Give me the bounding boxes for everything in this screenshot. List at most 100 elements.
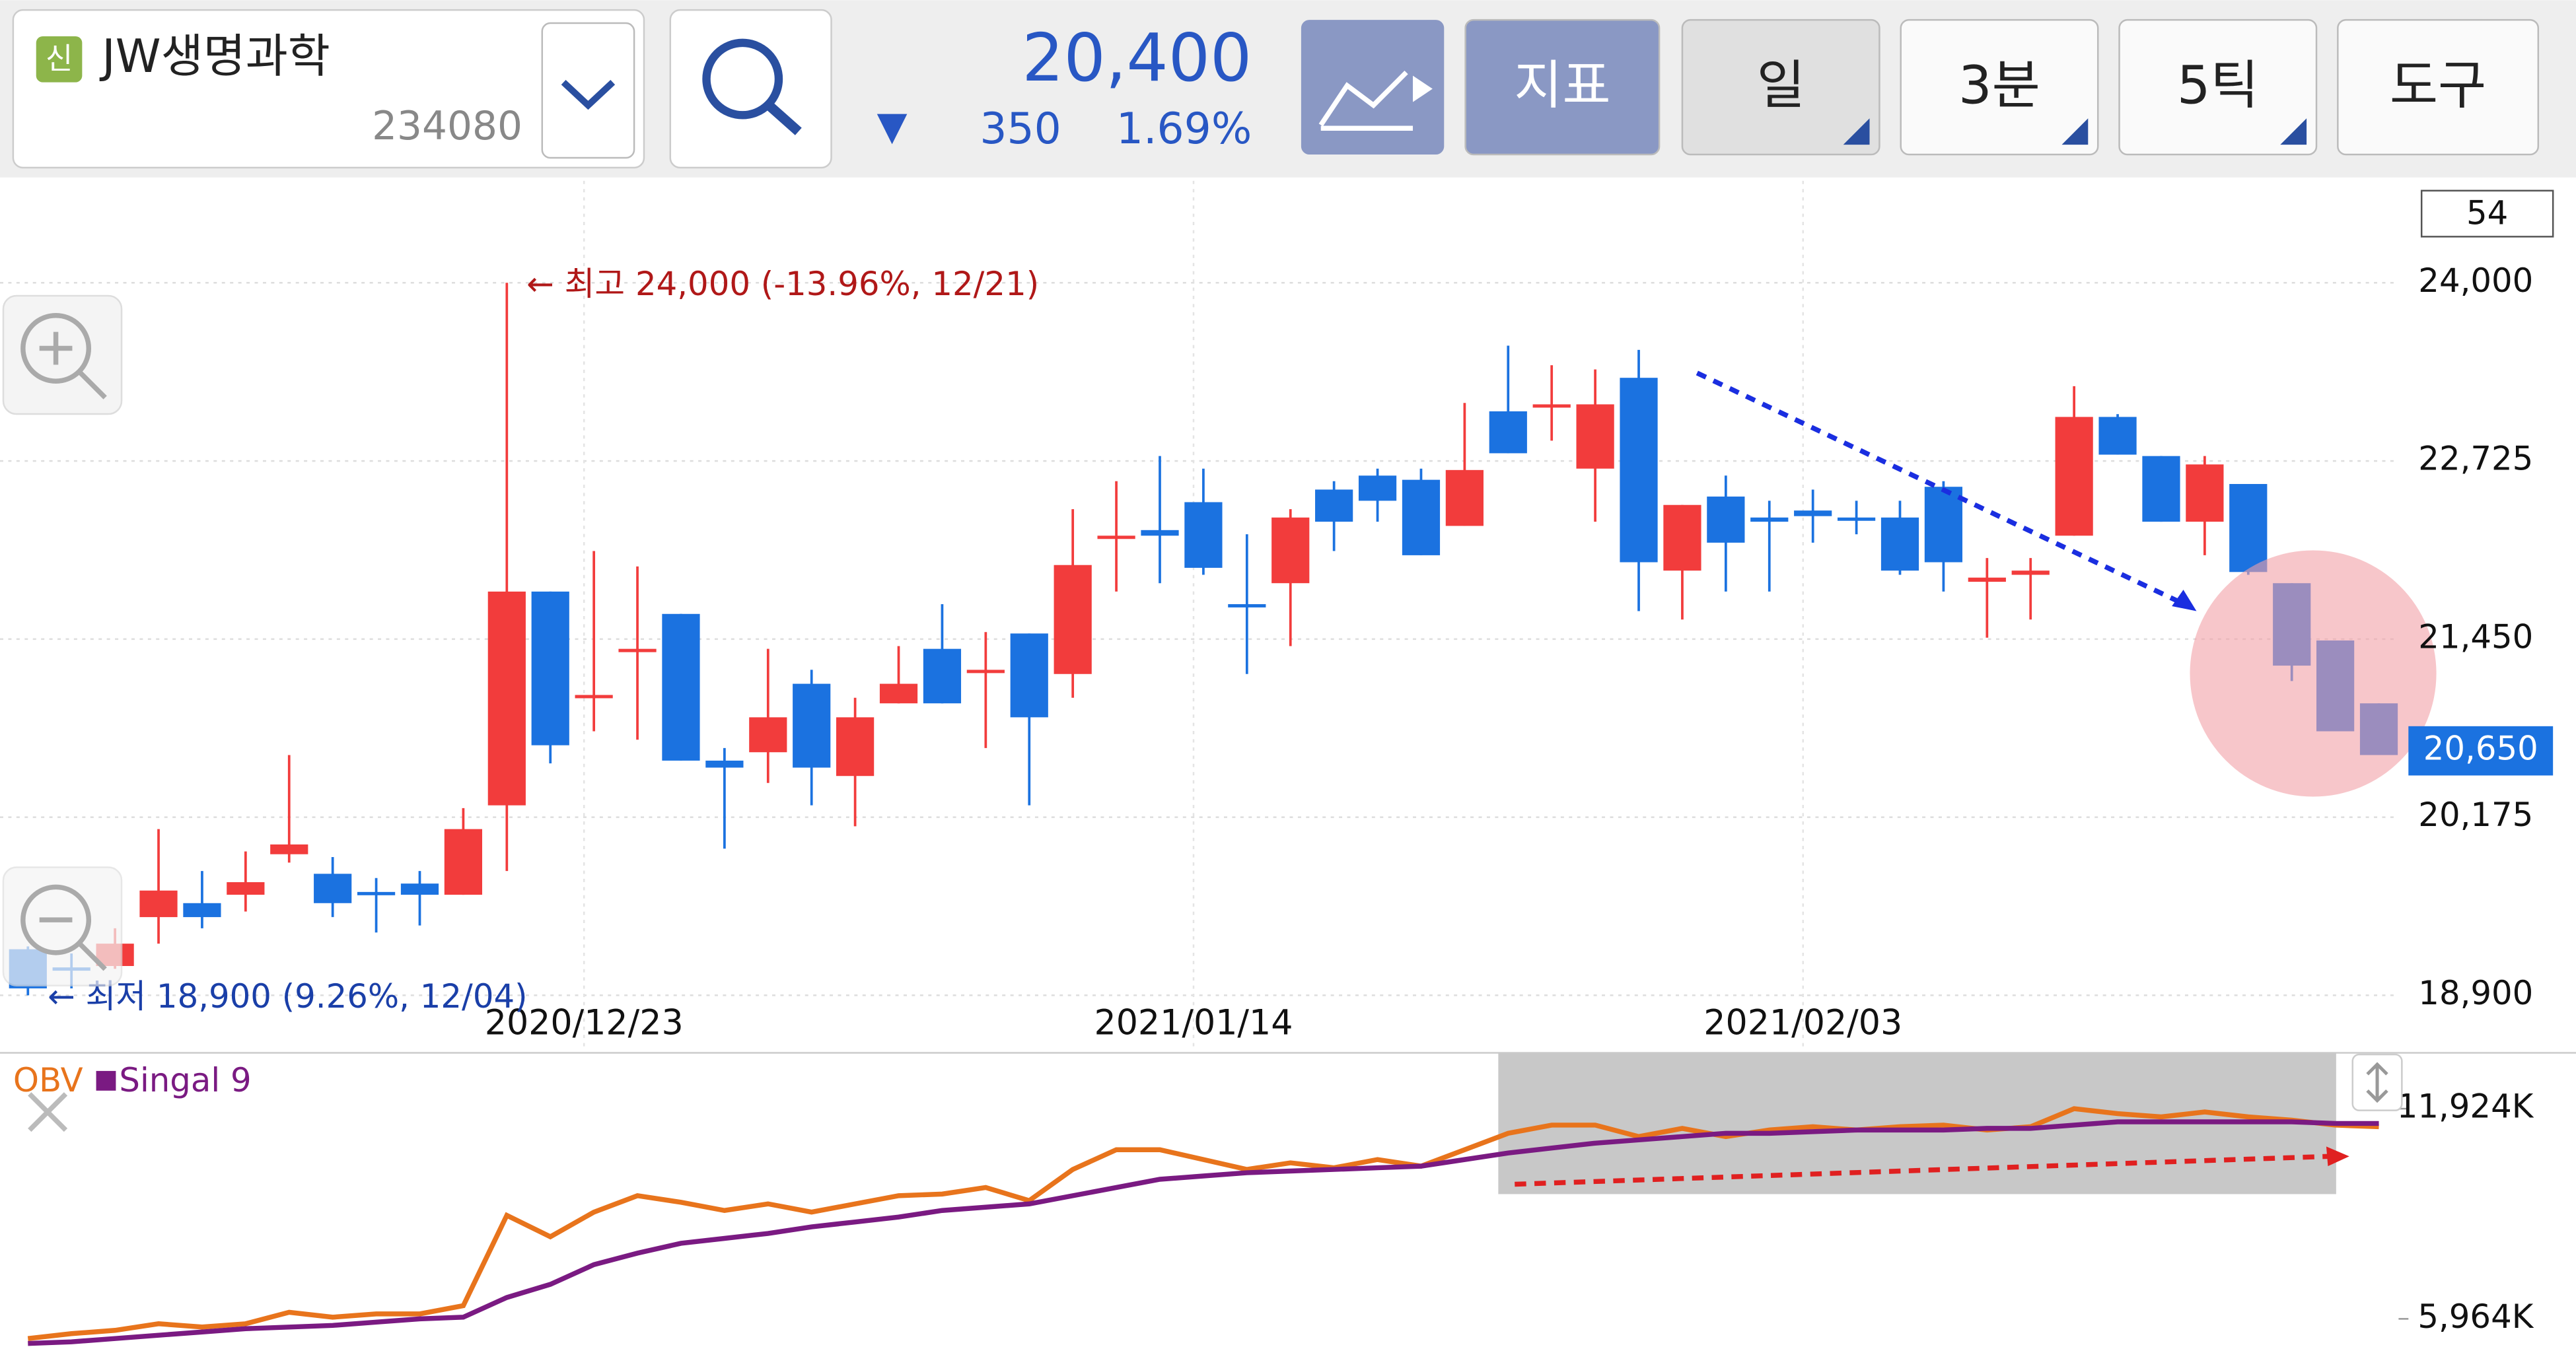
candle-body [662,613,700,761]
toolbar-button[interactable] [1681,18,1880,156]
candle-body [1271,517,1310,584]
highlight-circle [2190,550,2437,797]
current-price-label: 20,650 [2423,730,2538,768]
candle-body [2011,570,2050,575]
legend-label: Singal 9 [119,1061,251,1099]
candle-body [183,903,221,917]
candle-body [227,882,265,895]
zoom-out-icon [20,884,92,955]
candle-body [1184,502,1223,568]
candle-body [1663,504,1701,571]
toolbar-button[interactable] [2118,18,2318,156]
badge-bg [36,36,83,83]
obv-trend-arrow-head [2326,1146,2349,1167]
candle-body [1924,487,1963,563]
candle-body [444,829,483,895]
candle-body [2229,483,2268,572]
candle-body [1315,489,1353,522]
toolbar-button-label: 일 [1757,55,1805,116]
candle-body [531,591,569,745]
count-box [2420,190,2554,238]
y2-tick-label: 11,924K [2397,1088,2534,1126]
candle-body [879,683,918,704]
toolbar-button[interactable] [1464,18,1661,156]
toolbar-button[interactable] [2337,18,2540,156]
candle-body [1097,535,1135,539]
chart-icon-arrow [1413,75,1433,102]
visible-count: 54 [2466,194,2508,232]
stock-selector[interactable] [12,9,645,169]
candle-body [400,883,439,895]
trend-arrow-head [2172,590,2197,611]
candle-body [139,890,178,917]
zoom-in-icon [20,313,92,384]
candle-body [1620,378,1658,563]
y-tick-label: 22,725 [2418,440,2533,478]
candle-body [1794,510,1832,516]
candle-body [793,683,831,768]
candle-body [1358,475,1397,501]
obv-trend-arrow [1515,1154,2330,1187]
candle-body [836,717,875,777]
change-arrow: ▼ [877,104,908,149]
candle-body [1010,633,1048,718]
toolbar-button-label: 5틱 [2177,55,2259,116]
chart-type-button[interactable] [1301,20,1445,155]
current-price-tag [2408,726,2554,776]
y-tick-label: 24,000 [2418,261,2533,300]
y2-tick-label: 5,964K [2417,1297,2534,1336]
legend-label: OBV [13,1061,83,1099]
chart-icon [1318,71,1413,131]
candle-body [575,695,613,699]
candle-body [2055,417,2093,536]
y-tick-label: 18,900 [2418,974,2533,1012]
candle-body [1054,565,1092,674]
toolbar-button-label: 도구 [2390,55,2486,116]
candle-body [1880,517,1919,571]
candle-body [1837,517,1876,521]
series-line [28,1119,2379,1346]
search-button[interactable] [669,9,832,169]
candle-body [923,648,962,704]
toolbar-button[interactable] [1900,18,2099,156]
candle-body [2142,456,2180,522]
candle-body [1402,479,1441,555]
candle-body [966,670,1005,674]
candle-body [1532,404,1571,408]
stock-code: 234080 [372,104,522,149]
candle-body [314,874,352,903]
annotation-low: ← 최저 18,900 (9.26%, 12/04) [48,977,527,1016]
toolbar-button-label: 지표 [1514,55,1610,116]
candle-body [487,591,526,806]
legend-swatch [96,1070,116,1091]
close-icon[interactable] [28,1092,68,1132]
toolbar-button-label: 3분 [1958,55,2040,116]
stock-name: JW생명과학 [99,30,330,83]
search-icon-handle [766,101,802,135]
candle-body [1750,517,1789,522]
candle-body [1228,604,1266,607]
candle-body [1576,404,1614,469]
candle-body [1489,411,1527,454]
candle-body [2186,464,2224,522]
candle-body [357,891,396,895]
candle-body [1445,469,1484,526]
candle-body [749,717,787,753]
resize-icon [2366,1062,2388,1103]
change-pct: 1.69% [1116,104,1252,154]
dropdown-button[interactable] [541,22,635,159]
zoom-in-icon-detail [39,331,107,399]
y-tick-label: 21,450 [2418,617,2533,656]
search-icon [702,38,783,120]
y-tick-label: 20,175 [2418,796,2533,834]
zoom-out-icon-detail [39,917,107,971]
chevron-icon [561,79,616,110]
x-tick-label: 2021/02/03 [1703,1003,1902,1043]
x-tick-label: 2021/01/14 [1094,1003,1293,1043]
change: 350 [980,104,1061,154]
badge: 신 [46,41,73,76]
candle-body [1968,577,2006,582]
candle-body [2098,417,2137,455]
